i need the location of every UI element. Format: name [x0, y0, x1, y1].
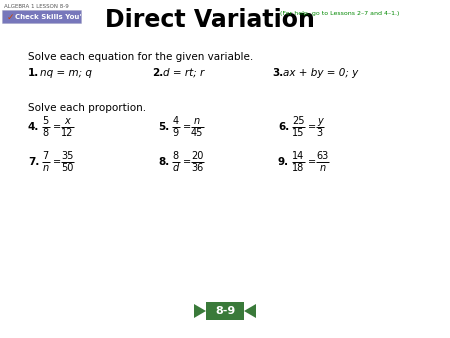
Text: =: =: [53, 122, 61, 132]
Text: 12: 12: [61, 128, 73, 138]
Text: Check Skills You'll Need: Check Skills You'll Need: [15, 14, 109, 20]
Text: 14: 14: [292, 151, 305, 161]
Text: =: =: [308, 157, 316, 167]
Text: =: =: [183, 157, 191, 167]
Text: ✓: ✓: [7, 13, 14, 22]
Text: y: y: [317, 116, 323, 126]
Text: 9: 9: [173, 128, 179, 138]
Polygon shape: [194, 304, 206, 318]
Text: 4: 4: [173, 116, 179, 126]
Text: Solve each proportion.: Solve each proportion.: [28, 103, 146, 113]
Text: (For help, go to Lessons 2–7 and 4–1.): (For help, go to Lessons 2–7 and 4–1.): [280, 11, 400, 16]
Text: 4.: 4.: [28, 122, 40, 132]
Text: 45: 45: [191, 128, 203, 138]
Text: 7.: 7.: [28, 157, 40, 167]
Polygon shape: [244, 304, 256, 318]
Text: 63: 63: [316, 151, 328, 161]
Text: n: n: [320, 163, 325, 173]
Text: =: =: [183, 122, 191, 132]
Text: 8: 8: [173, 151, 179, 161]
Text: Solve each equation for the given variable.: Solve each equation for the given variab…: [28, 52, 253, 62]
Text: d: d: [173, 163, 179, 173]
FancyBboxPatch shape: [206, 302, 244, 320]
Text: 35: 35: [61, 151, 73, 161]
Text: n: n: [43, 163, 49, 173]
Text: 5: 5: [43, 116, 49, 126]
Text: 5.: 5.: [158, 122, 169, 132]
Text: 15: 15: [292, 128, 305, 138]
Text: x: x: [64, 116, 70, 126]
Text: 9.: 9.: [278, 157, 289, 167]
Text: 18: 18: [292, 163, 305, 173]
Text: 3.: 3.: [272, 68, 283, 78]
Text: 8.: 8.: [158, 157, 169, 167]
Text: 50: 50: [61, 163, 73, 173]
Text: 20: 20: [191, 151, 203, 161]
Text: 6.: 6.: [278, 122, 289, 132]
Text: ALGEBRA 1 LESSON 8-9: ALGEBRA 1 LESSON 8-9: [4, 4, 69, 9]
Text: 25: 25: [292, 116, 305, 126]
Text: =: =: [53, 157, 61, 167]
Text: d = rt; r: d = rt; r: [163, 68, 204, 78]
FancyBboxPatch shape: [3, 10, 81, 24]
Text: 8-9: 8-9: [215, 306, 235, 316]
Text: 36: 36: [191, 163, 203, 173]
Text: ax + by = 0; y: ax + by = 0; y: [283, 68, 358, 78]
Text: Direct Variation: Direct Variation: [105, 8, 315, 32]
Text: 1.: 1.: [28, 68, 39, 78]
Text: nq = m; q: nq = m; q: [40, 68, 92, 78]
Text: 2.: 2.: [152, 68, 163, 78]
Text: =: =: [308, 122, 316, 132]
Text: 7: 7: [43, 151, 49, 161]
Text: 8: 8: [43, 128, 49, 138]
Text: n: n: [194, 116, 200, 126]
Text: 3: 3: [317, 128, 323, 138]
